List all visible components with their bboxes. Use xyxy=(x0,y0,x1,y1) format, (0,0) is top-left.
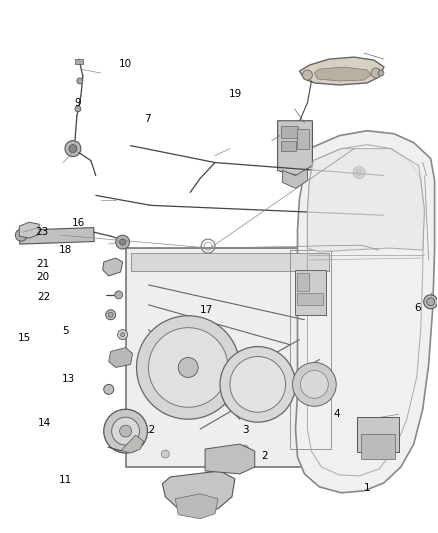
Bar xyxy=(75,59,83,64)
Circle shape xyxy=(77,78,83,84)
Bar xyxy=(281,126,298,138)
Circle shape xyxy=(178,358,198,377)
Circle shape xyxy=(241,445,249,453)
Circle shape xyxy=(118,330,127,340)
Circle shape xyxy=(104,409,148,453)
Text: 2: 2 xyxy=(261,451,268,462)
Text: 17: 17 xyxy=(200,305,213,315)
Text: 7: 7 xyxy=(144,114,151,124)
Text: 21: 21 xyxy=(36,259,49,269)
Circle shape xyxy=(112,417,140,445)
Polygon shape xyxy=(109,348,133,367)
Polygon shape xyxy=(103,258,123,276)
Circle shape xyxy=(75,106,81,112)
Text: 23: 23 xyxy=(35,227,48,237)
Polygon shape xyxy=(175,494,218,519)
Circle shape xyxy=(378,70,384,76)
Text: 5: 5 xyxy=(63,326,69,336)
Circle shape xyxy=(120,333,124,337)
Circle shape xyxy=(353,166,365,179)
Bar xyxy=(361,434,395,459)
Circle shape xyxy=(116,235,130,249)
Bar xyxy=(294,270,326,315)
Polygon shape xyxy=(278,121,312,175)
Text: 1: 1 xyxy=(364,483,370,493)
Polygon shape xyxy=(19,222,39,238)
Text: 10: 10 xyxy=(119,59,132,69)
Circle shape xyxy=(120,425,131,437)
Polygon shape xyxy=(307,149,425,252)
Text: 13: 13 xyxy=(62,374,75,384)
Text: 19: 19 xyxy=(229,89,242,99)
Bar xyxy=(19,228,94,244)
Text: 6: 6 xyxy=(415,303,421,313)
Circle shape xyxy=(65,141,81,157)
Bar xyxy=(131,253,329,271)
Text: 3: 3 xyxy=(242,425,248,435)
Text: 20: 20 xyxy=(36,272,49,282)
Bar xyxy=(297,293,323,305)
Circle shape xyxy=(371,68,381,78)
Text: 9: 9 xyxy=(74,98,81,108)
Text: 18: 18 xyxy=(59,245,72,255)
Circle shape xyxy=(115,291,123,299)
Text: 16: 16 xyxy=(72,218,85,228)
Circle shape xyxy=(230,357,286,412)
Polygon shape xyxy=(296,131,434,493)
Circle shape xyxy=(161,450,170,458)
Bar xyxy=(357,417,399,452)
Polygon shape xyxy=(300,57,384,85)
Circle shape xyxy=(220,346,296,422)
Circle shape xyxy=(106,310,116,320)
Text: 14: 14 xyxy=(37,418,51,428)
Circle shape xyxy=(137,316,240,419)
Circle shape xyxy=(120,239,126,245)
Circle shape xyxy=(104,384,114,394)
Polygon shape xyxy=(283,168,307,188)
Circle shape xyxy=(303,70,312,80)
Circle shape xyxy=(108,312,113,317)
Text: 15: 15 xyxy=(18,333,31,343)
Text: 11: 11 xyxy=(59,475,72,484)
Polygon shape xyxy=(162,471,235,514)
Polygon shape xyxy=(205,444,255,474)
Circle shape xyxy=(148,328,228,407)
Circle shape xyxy=(293,362,336,406)
Text: 4: 4 xyxy=(333,409,340,419)
Bar xyxy=(281,141,296,151)
Bar xyxy=(297,129,309,149)
Text: 22: 22 xyxy=(37,292,51,302)
Circle shape xyxy=(427,298,434,306)
Text: 12: 12 xyxy=(143,425,156,435)
Polygon shape xyxy=(108,435,144,453)
Polygon shape xyxy=(314,67,371,81)
Bar xyxy=(126,248,334,467)
Bar xyxy=(297,273,309,291)
Circle shape xyxy=(424,295,438,309)
Circle shape xyxy=(15,229,27,241)
Bar xyxy=(290,250,331,449)
Circle shape xyxy=(300,370,328,398)
Circle shape xyxy=(69,144,77,152)
Circle shape xyxy=(356,169,362,175)
